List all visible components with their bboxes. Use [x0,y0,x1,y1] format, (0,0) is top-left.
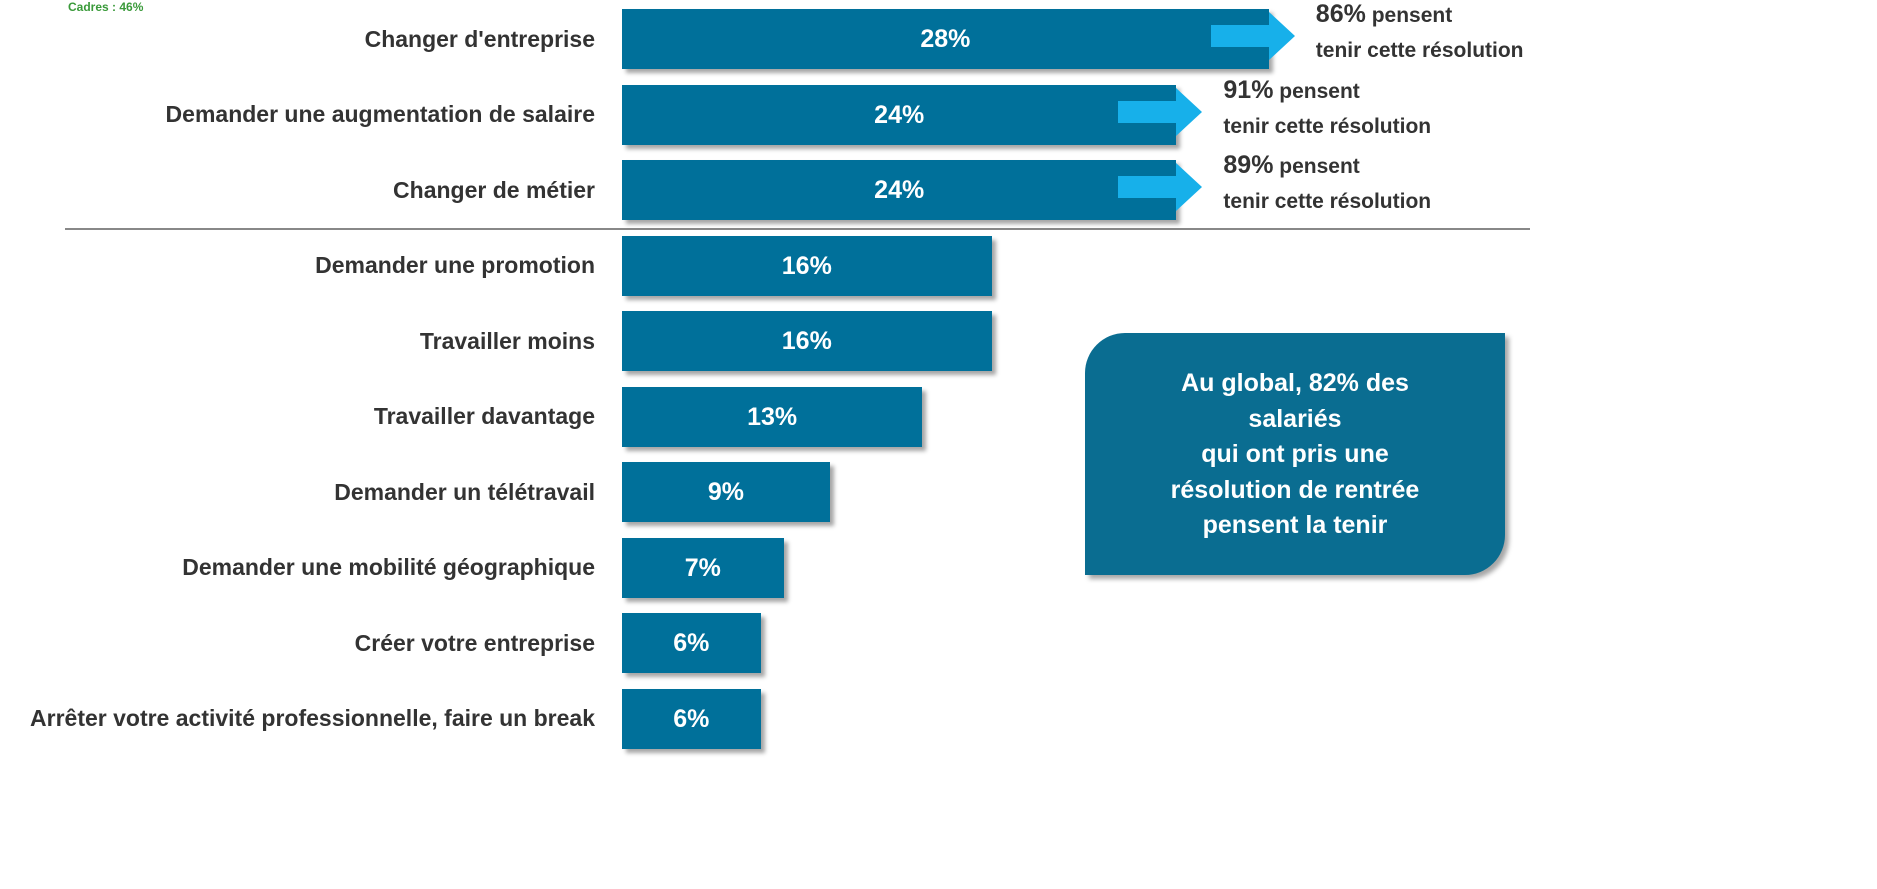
category-label: Travailler davantage [0,387,595,447]
note-text: pensent [1371,4,1453,27]
note-line2: tenir cette résolution [1223,114,1432,138]
bar [622,235,992,296]
category-label: Demander une augmentation de salaire [0,85,595,145]
bar [622,84,1177,145]
note-text: pensent [1279,155,1360,178]
callout-text: salariés [1248,404,1342,433]
value-label: 16% [781,251,832,280]
bar [622,9,1269,69]
bar [622,462,830,522]
value-label: 6% [673,629,710,657]
bar [622,311,992,371]
callout-text: résolution de rentrée [1170,475,1420,504]
note-line: 86% pensent [1316,0,1452,29]
category-label: Changer de métier [0,160,595,220]
value-label: 24% [874,176,925,204]
bar [622,613,761,673]
bar [622,537,784,598]
value-label: 13% [747,402,798,431]
category-label: Demander une promotion [0,236,595,296]
category-text: Travailler moins [419,327,595,354]
bar [622,688,761,749]
category-text: Travailler davantage [373,403,595,429]
category-label: Demander une mobilité géographique [0,538,595,598]
note-percent: 86% [1315,0,1366,28]
category-text: Demander une promotion [315,252,595,278]
callout-text: pensent la tenir [1202,511,1388,539]
note: Cadres : 46% [68,0,144,14]
separator [65,228,1530,230]
category-text: Créer votre entreprise [354,629,595,656]
category-label: Demander un télétravail [0,462,595,522]
value-label: 16% [781,327,832,355]
arrow [1118,163,1203,211]
bar [622,386,923,447]
category-text: Changer de métier [393,176,595,203]
note-line: 91% pensent [1223,76,1359,105]
category-text: Changer d'entreprise [364,25,595,52]
arrow-shape [1210,12,1295,60]
value-label: 6% [673,704,710,733]
note-line: 89% pensent [1223,151,1359,180]
category-label: Créer votre entreprise [0,613,595,673]
category-text: Arrêter votre activité professionnelle, … [30,705,595,731]
arrow-shape [1118,163,1203,211]
value-label: 7% [684,553,721,582]
category-text: Demander une augmentation de salaire [165,101,595,127]
arrow [1210,12,1295,60]
note-line2: tenir cette résolution [1315,39,1524,62]
category-text: Demander un télétravail [334,478,595,505]
value-label: 28% [920,25,971,53]
bar [622,160,1177,220]
note-percent: 89% [1223,151,1274,179]
callout-text: qui ont pris une [1201,440,1389,468]
value-label: 9% [707,478,745,506]
arrow [1118,87,1203,136]
note-text: pensent [1279,79,1360,103]
value-label: 24% [874,100,925,129]
note-percent: 91% [1223,75,1274,104]
category-label: Travailler moins [0,311,595,371]
category-label: Changer d'entreprise [0,9,595,69]
category-label: Arrêter votre activité professionnelle, … [0,689,595,749]
callout-text: Au global, 82% des [1181,369,1409,397]
category-text: Demander une mobilité géographique [182,554,595,580]
note-line2: tenir cette résolution [1223,190,1432,213]
arrow-shape [1118,87,1203,136]
callout-box [1085,333,1505,575]
